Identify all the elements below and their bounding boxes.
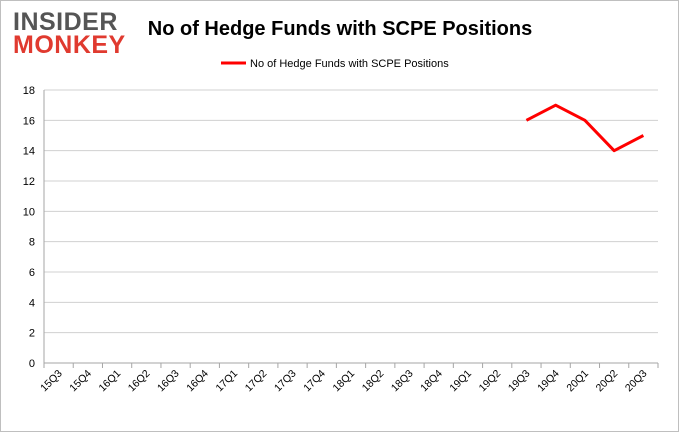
legend-label: No of Hedge Funds with SCPE Positions — [250, 58, 449, 70]
logo-bottom-text: MONKEY — [13, 31, 126, 59]
axes — [43, 90, 659, 368]
y-tick-label: 4 — [29, 297, 35, 309]
y-axis-ticks: 0 2 4 6 8 10 12 14 16 18 — [23, 85, 35, 370]
y-tick-label: 6 — [29, 267, 35, 279]
legend: No of Hedge Funds with SCPE Positions — [221, 58, 449, 70]
y-tick-label: 2 — [29, 328, 35, 340]
y-tick-label: 12 — [23, 176, 35, 188]
y-tick-label: 18 — [23, 85, 35, 97]
y-tick-label: 16 — [23, 115, 35, 127]
logo-top-text: INSIDER — [13, 8, 118, 36]
chart-title: No of Hedge Funds with SCPE Positions — [148, 18, 532, 40]
insider-monkey-logo: INSIDER MONKEY — [13, 8, 126, 59]
series-lines — [525, 103, 645, 153]
y-tick-label: 0 — [29, 358, 35, 370]
y-tick-label: 10 — [23, 206, 35, 218]
y-tick-label: 14 — [23, 146, 35, 158]
y-tick-label: 8 — [29, 237, 35, 249]
grid-lines — [44, 89, 658, 334]
